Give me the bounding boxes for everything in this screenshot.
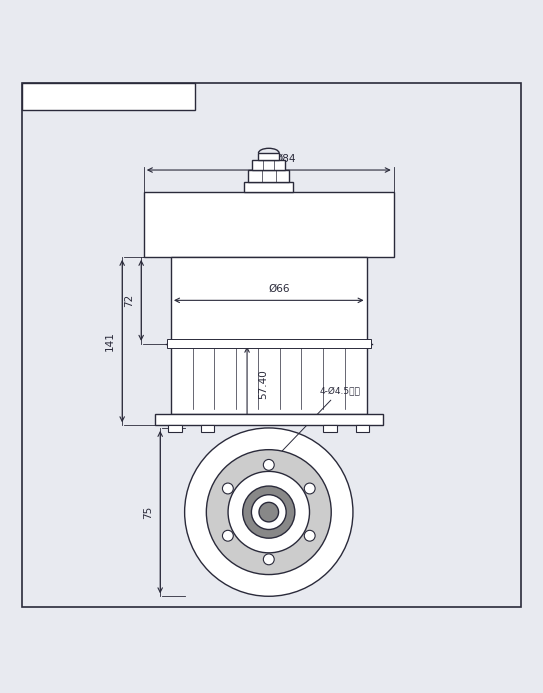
Circle shape (228, 471, 310, 553)
Circle shape (243, 486, 295, 538)
Bar (171, 344, 367, 414)
Circle shape (263, 554, 274, 565)
Text: Ø84: Ø84 (274, 154, 296, 164)
Circle shape (185, 428, 353, 596)
Bar (244, 182, 293, 192)
Bar (144, 192, 394, 257)
Text: Ø66: Ø66 (269, 284, 291, 294)
Bar (258, 153, 279, 160)
Text: 57.40: 57.40 (258, 369, 268, 399)
Bar (252, 160, 285, 170)
Bar (168, 426, 182, 432)
Bar (201, 426, 214, 432)
Circle shape (223, 530, 233, 541)
Text: W 10 8C: W 10 8C (42, 91, 89, 100)
Bar (22, 83, 195, 110)
Bar (155, 414, 383, 426)
Bar (249, 170, 289, 182)
Circle shape (263, 459, 274, 471)
Text: 75: 75 (143, 505, 153, 519)
Bar (356, 426, 369, 432)
Bar (167, 340, 371, 348)
Bar (323, 426, 337, 432)
Circle shape (259, 502, 279, 522)
Bar (171, 257, 367, 344)
Circle shape (206, 450, 331, 574)
Text: 4-Ø4.5通孔: 4-Ø4.5通孔 (272, 387, 360, 462)
Circle shape (304, 530, 315, 541)
Circle shape (223, 483, 233, 494)
Circle shape (251, 495, 286, 529)
Text: 141: 141 (105, 331, 115, 351)
Circle shape (304, 483, 315, 494)
Text: 72: 72 (124, 294, 134, 307)
